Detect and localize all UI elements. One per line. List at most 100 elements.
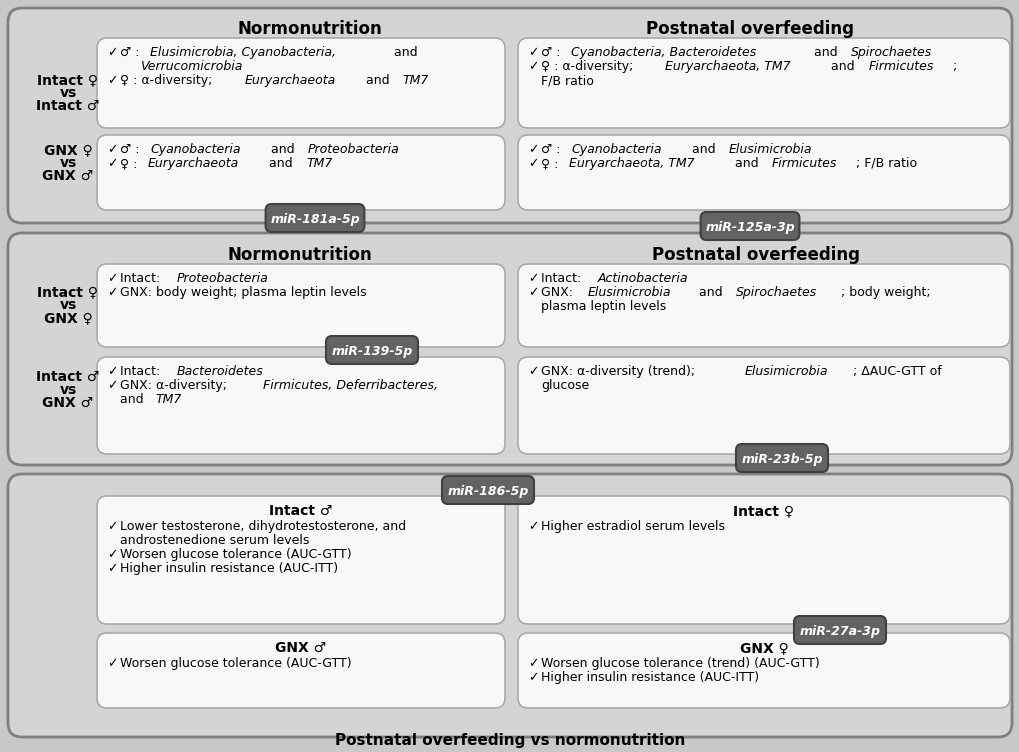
Text: Verrucomicrobia: Verrucomicrobia [140, 60, 243, 73]
Text: TM7: TM7 [403, 74, 429, 87]
FancyBboxPatch shape [518, 264, 1009, 347]
Text: ; F/B ratio: ; F/B ratio [855, 157, 916, 170]
Text: and: and [362, 74, 393, 87]
Text: Intact:: Intact: [120, 365, 164, 378]
FancyBboxPatch shape [97, 38, 504, 128]
Text: Actinobacteria: Actinobacteria [597, 272, 688, 285]
Text: Cyanobacteria, Bacteroidetes: Cyanobacteria, Bacteroidetes [571, 46, 756, 59]
Text: Firmicutes: Firmicutes [770, 157, 836, 170]
Text: ✓: ✓ [528, 520, 538, 533]
FancyBboxPatch shape [97, 357, 504, 454]
Text: GNX: α-diversity (trend);: GNX: α-diversity (trend); [540, 365, 698, 378]
Text: Proteobacteria: Proteobacteria [177, 272, 269, 285]
Text: ♀ :: ♀ : [540, 157, 561, 170]
Text: Elusimicrobia, Cyanobacteria,: Elusimicrobia, Cyanobacteria, [150, 46, 336, 59]
Text: and: and [826, 60, 858, 73]
Text: Euryarchaeota: Euryarchaeota [245, 74, 335, 87]
Text: miR-27a-3p: miR-27a-3p [799, 624, 879, 638]
Text: plasma leptin levels: plasma leptin levels [540, 300, 665, 313]
Text: Intact ♂: Intact ♂ [269, 504, 332, 518]
Text: TM7: TM7 [306, 157, 332, 170]
Text: androstenedione serum levels: androstenedione serum levels [120, 534, 309, 547]
Text: Worsen glucose tolerance (AUC-GTT): Worsen glucose tolerance (AUC-GTT) [120, 657, 352, 670]
Text: ; ΔAUC-GTT of: ; ΔAUC-GTT of [852, 365, 941, 378]
Text: Elusimicrobia: Elusimicrobia [729, 143, 811, 156]
Text: Euryarchaeota, TM7: Euryarchaeota, TM7 [568, 157, 694, 170]
FancyBboxPatch shape [8, 233, 1011, 465]
FancyBboxPatch shape [793, 616, 886, 644]
Text: ✓: ✓ [107, 365, 117, 378]
FancyBboxPatch shape [8, 474, 1011, 737]
FancyBboxPatch shape [265, 204, 364, 232]
FancyBboxPatch shape [518, 135, 1009, 210]
Text: Cyanobacteria: Cyanobacteria [150, 143, 240, 156]
Text: ✓: ✓ [528, 286, 538, 299]
Text: ✓: ✓ [107, 379, 117, 392]
Text: Postnatal overfeeding vs normonutrition: Postnatal overfeeding vs normonutrition [334, 733, 685, 748]
Text: Normonutrition: Normonutrition [227, 246, 372, 264]
Text: and: and [267, 143, 299, 156]
Text: Cyanobacteria: Cyanobacteria [571, 143, 661, 156]
Text: Intact ♂: Intact ♂ [37, 99, 100, 113]
Text: and: and [809, 46, 841, 59]
Text: ♂ :: ♂ : [120, 143, 144, 156]
Text: and: and [120, 393, 148, 406]
Text: F/B ratio: F/B ratio [540, 74, 593, 87]
Text: ♀ : α-diversity;: ♀ : α-diversity; [120, 74, 216, 87]
Text: and: and [695, 286, 727, 299]
FancyBboxPatch shape [518, 633, 1009, 708]
Text: GNX: α-diversity;: GNX: α-diversity; [120, 379, 230, 392]
Text: Intact:: Intact: [540, 272, 585, 285]
Text: ✓: ✓ [528, 657, 538, 670]
Text: GNX: body weight; plasma leptin levels: GNX: body weight; plasma leptin levels [120, 286, 366, 299]
Text: TM7: TM7 [156, 393, 181, 406]
FancyBboxPatch shape [700, 212, 799, 240]
Text: GNX ♀: GNX ♀ [739, 641, 788, 655]
Text: Firmicutes, Deferribacteres,: Firmicutes, Deferribacteres, [263, 379, 438, 392]
Text: miR-125a-3p: miR-125a-3p [704, 220, 794, 234]
Text: ♂ :: ♂ : [540, 143, 564, 156]
Text: Postnatal overfeeding: Postnatal overfeeding [651, 246, 859, 264]
FancyBboxPatch shape [736, 444, 827, 472]
FancyBboxPatch shape [97, 264, 504, 347]
Text: Normonutrition: Normonutrition [237, 20, 382, 38]
Text: GNX ♀: GNX ♀ [44, 143, 93, 157]
FancyBboxPatch shape [8, 8, 1011, 223]
Text: ✓: ✓ [107, 74, 117, 87]
Text: ♂ :: ♂ : [120, 46, 144, 59]
Text: ✓: ✓ [528, 671, 538, 684]
Text: GNX ♂: GNX ♂ [43, 169, 94, 183]
Text: ♂ :: ♂ : [540, 46, 564, 59]
Text: and: and [265, 157, 297, 170]
Text: Euryarchaeota: Euryarchaeota [148, 157, 238, 170]
FancyBboxPatch shape [97, 496, 504, 624]
Text: Proteobacteria: Proteobacteria [308, 143, 399, 156]
Text: ✓: ✓ [528, 46, 538, 59]
Text: miR-23b-5p: miR-23b-5p [741, 453, 822, 465]
Text: GNX:: GNX: [540, 286, 577, 299]
Text: GNX ♂: GNX ♂ [275, 641, 326, 655]
FancyBboxPatch shape [518, 357, 1009, 454]
Text: vs: vs [59, 383, 76, 397]
Text: Worsen glucose tolerance (AUC-GTT): Worsen glucose tolerance (AUC-GTT) [120, 548, 352, 561]
Text: Lower testosterone, dihydrotestosterone, and: Lower testosterone, dihydrotestosterone,… [120, 520, 406, 533]
Text: Elusimicrobia: Elusimicrobia [744, 365, 827, 378]
Text: Higher insulin resistance (AUC-ITT): Higher insulin resistance (AUC-ITT) [120, 562, 337, 575]
Text: Spirochaetes: Spirochaetes [736, 286, 816, 299]
Text: ✓: ✓ [107, 286, 117, 299]
Text: ✓: ✓ [528, 60, 538, 73]
Text: Intact ♂: Intact ♂ [37, 370, 100, 384]
FancyBboxPatch shape [326, 336, 418, 364]
Text: miR-181a-5p: miR-181a-5p [270, 213, 360, 226]
Text: Higher estradiol serum levels: Higher estradiol serum levels [540, 520, 725, 533]
Text: vs: vs [59, 156, 76, 170]
Text: and: and [390, 46, 418, 59]
Text: ✓: ✓ [107, 562, 117, 575]
FancyBboxPatch shape [441, 476, 534, 504]
Text: miR-186-5p: miR-186-5p [447, 484, 528, 498]
Text: vs: vs [59, 298, 76, 312]
Text: ♀ :: ♀ : [120, 157, 142, 170]
Text: Intact ♀: Intact ♀ [733, 504, 794, 518]
Text: ✓: ✓ [107, 46, 117, 59]
Text: vs: vs [59, 86, 76, 100]
